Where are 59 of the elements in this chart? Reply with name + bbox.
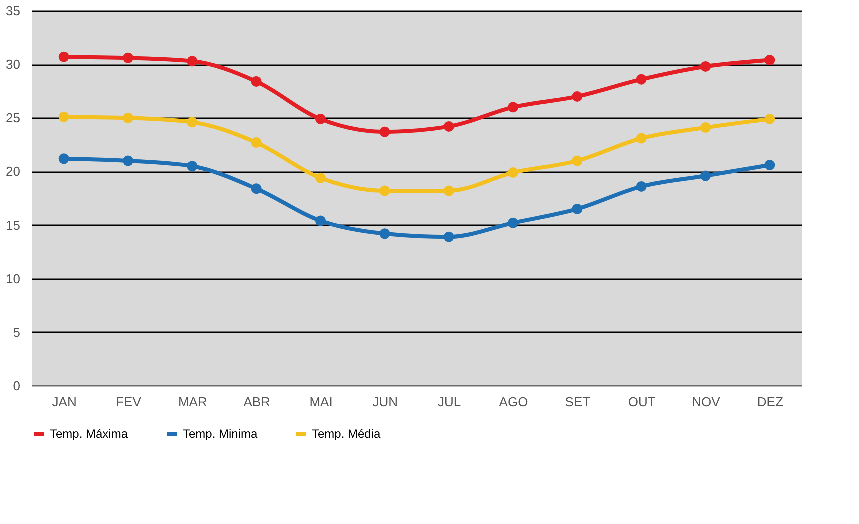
x-tick-label: DEZ	[757, 394, 784, 410]
point	[700, 61, 711, 72]
point	[380, 228, 390, 240]
point	[58, 112, 70, 122]
point	[572, 156, 583, 166]
legend-label: Temp. Minima	[183, 427, 258, 441]
y-tick-label: 35	[6, 4, 20, 18]
point	[187, 161, 198, 172]
point	[123, 112, 134, 124]
point	[700, 170, 711, 182]
point	[700, 122, 711, 134]
point	[764, 114, 776, 124]
x-tick-label: ABR	[244, 394, 270, 410]
point	[636, 181, 647, 192]
y-tick-label: 0	[13, 378, 20, 394]
point	[251, 184, 262, 194]
point	[508, 102, 518, 113]
point	[380, 126, 390, 138]
point	[316, 216, 326, 226]
point	[572, 91, 583, 102]
x-tick-label: AGO	[499, 394, 528, 410]
point	[444, 186, 454, 196]
x-tick-label: NOV	[692, 394, 721, 410]
point	[764, 160, 776, 171]
y-tick-label: 5	[13, 324, 20, 340]
point	[58, 154, 70, 164]
point	[316, 172, 326, 184]
point	[123, 156, 134, 166]
point	[187, 56, 198, 67]
x-tick-label: JUN	[372, 394, 398, 410]
x-tick-label: JAN	[52, 394, 77, 410]
point	[58, 52, 70, 62]
y-tick-label: 10	[6, 271, 20, 286]
y-tick-label: 30	[6, 57, 20, 72]
point	[508, 168, 518, 178]
y-tick-label: 15	[6, 218, 20, 233]
x-tick-label: MAI	[310, 394, 333, 410]
point	[251, 76, 262, 87]
point	[316, 114, 326, 124]
point	[572, 204, 583, 214]
point	[764, 55, 776, 66]
point	[444, 121, 454, 132]
point	[636, 74, 647, 85]
point	[187, 117, 198, 128]
point	[251, 138, 262, 148]
legend-label: Temp. Máxima	[50, 427, 128, 441]
x-tick-label: JUL	[438, 394, 462, 410]
legend-label: Temp. Média	[312, 427, 382, 441]
y-tick-label: 20	[6, 164, 20, 180]
point	[123, 52, 134, 64]
x-tick-label: SET	[565, 394, 591, 410]
point	[444, 232, 454, 242]
point	[636, 133, 647, 144]
x-tick-label: MAR	[178, 394, 208, 410]
point	[508, 218, 518, 228]
point	[380, 186, 390, 196]
x-tick-label: FEV	[116, 394, 142, 410]
x-tick-label: OUT	[628, 394, 656, 410]
y-tick-label: 25	[6, 110, 20, 126]
